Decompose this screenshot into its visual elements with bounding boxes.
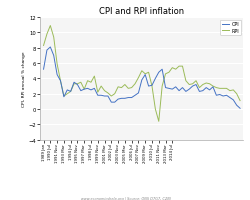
CPI bbox=[187, 88, 190, 91]
RPI bbox=[49, 25, 52, 28]
RPI bbox=[96, 92, 99, 94]
Line: RPI: RPI bbox=[44, 26, 239, 122]
CPI bbox=[76, 84, 79, 86]
CPI bbox=[49, 47, 52, 49]
RPI bbox=[146, 72, 150, 74]
Title: CPI and RPI inflation: CPI and RPI inflation bbox=[99, 7, 184, 16]
Y-axis label: CPI, RPI annual % change: CPI, RPI annual % change bbox=[22, 51, 26, 107]
CPI bbox=[52, 55, 55, 57]
Text: www.economicshelp.org | Source: ONS D7G7, CZBI: www.economicshelp.org | Source: ONS D7G7… bbox=[80, 196, 170, 200]
Line: CPI: CPI bbox=[44, 48, 239, 109]
RPI bbox=[66, 93, 68, 95]
CPI bbox=[146, 85, 150, 88]
RPI bbox=[76, 83, 79, 86]
Legend: CPI, RPI: CPI, RPI bbox=[219, 20, 240, 36]
RPI bbox=[190, 83, 194, 86]
RPI bbox=[156, 120, 160, 123]
CPI bbox=[42, 69, 45, 71]
CPI bbox=[238, 108, 241, 110]
RPI bbox=[238, 100, 241, 102]
RPI bbox=[52, 37, 55, 39]
CPI bbox=[66, 89, 68, 92]
CPI bbox=[96, 95, 99, 97]
RPI bbox=[42, 45, 45, 47]
